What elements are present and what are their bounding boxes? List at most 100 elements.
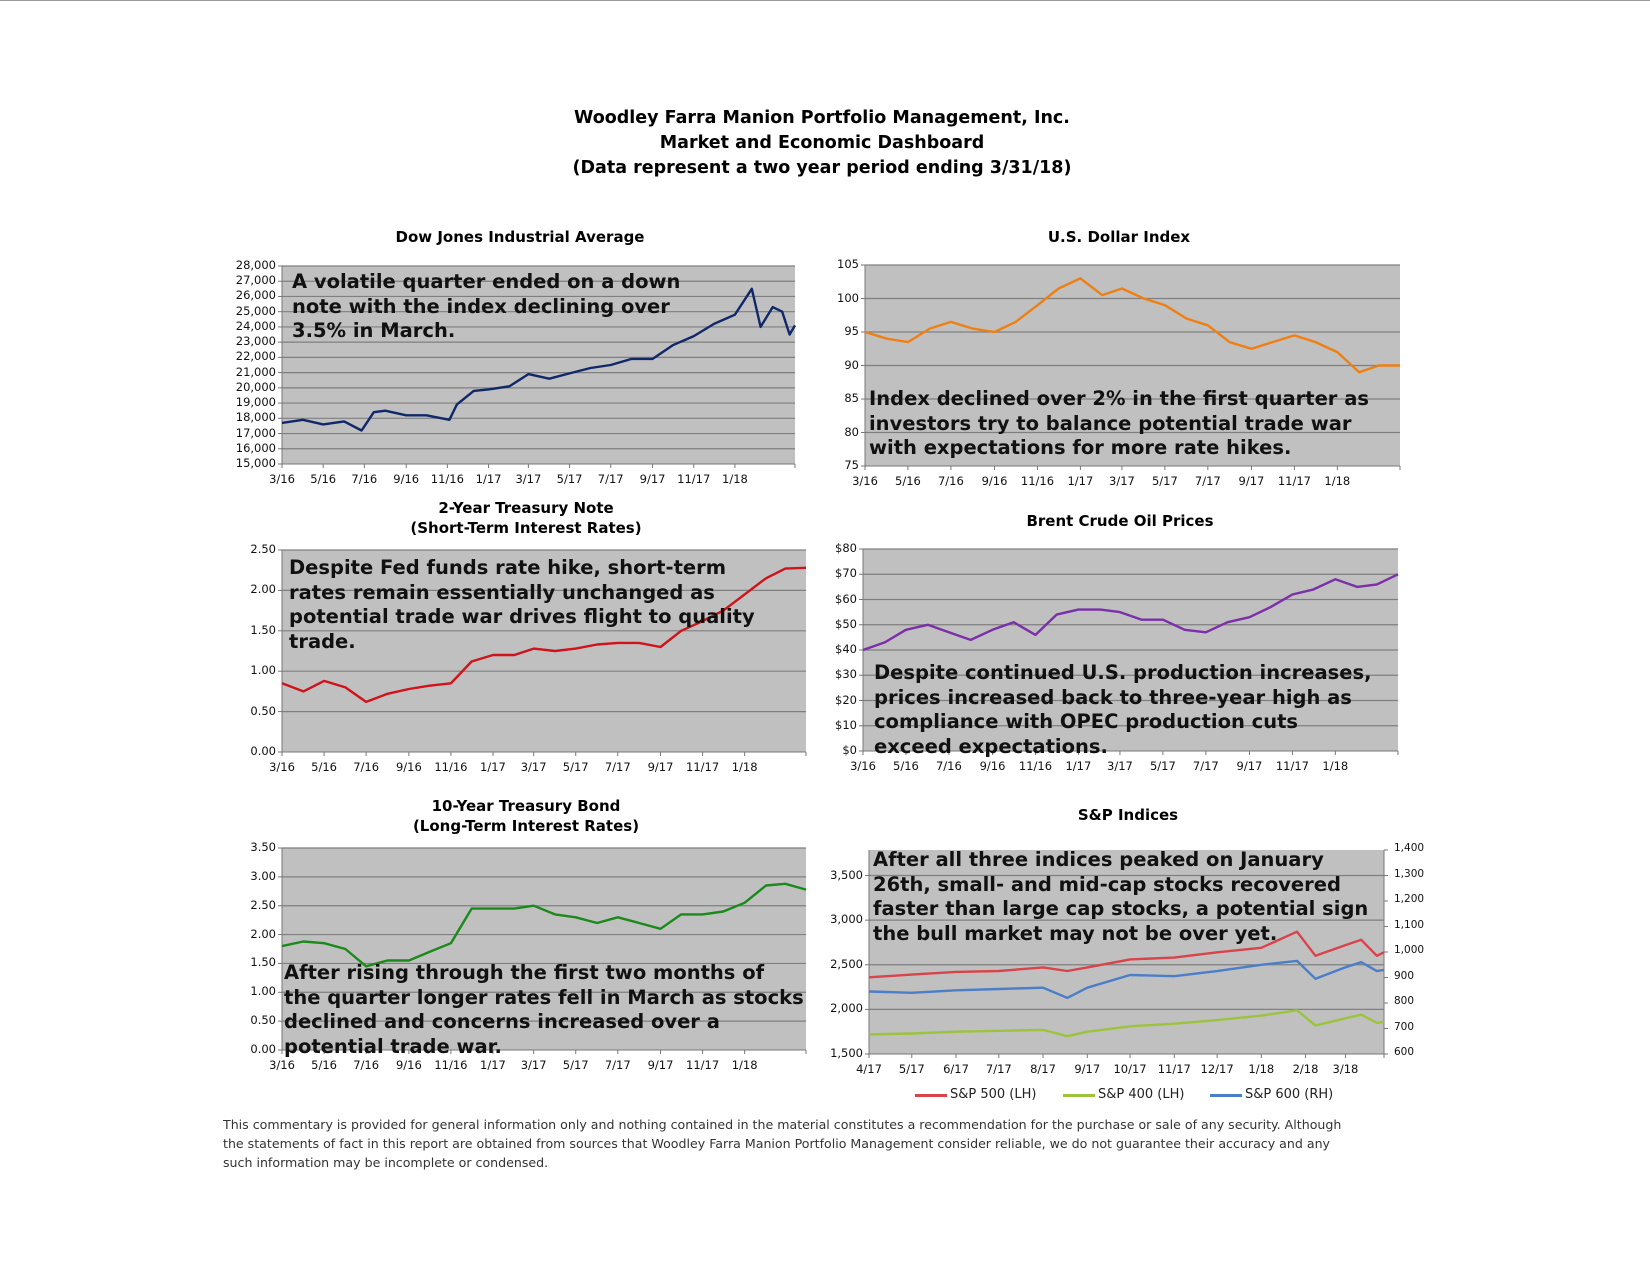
x-tick-label: 1/17 [475,472,502,486]
chart-annotation: potential trade war. [284,1034,502,1058]
y-tick-label: 1,500 [830,1046,863,1060]
y-tick-label: 1.00 [250,663,276,678]
y-tick-label: $70 [835,566,857,581]
y-tick-label: 3.50 [250,840,276,854]
brent-crude-chart [859,548,1399,755]
y-tick-label: 27,000 [235,273,276,288]
y-tick-label: $40 [835,642,857,656]
x-tick-label: 9/16 [393,472,420,486]
y2-tick-label: 1,000 [1394,944,1425,956]
x-tick-label: 5/17 [1149,759,1176,773]
chart-annotation: compliance with OPEC production cuts [874,710,1299,733]
x-tick-label: 11/17 [686,760,720,774]
chart-annotation: with expectations for more rate hikes. [869,436,1292,459]
chart-title: (Long-Term Interest Rates) [412,817,640,835]
y-tick-label: 20,000 [235,379,276,394]
y2-tick-label: 1,400 [1394,842,1425,854]
disclaimer-line-3: such information may be incomplete or co… [223,1155,549,1170]
x-tick-label: 3/17 [520,1058,547,1072]
chart-annotation: note with the index declining over [292,294,670,318]
chart-annotation: Index declined over 2% in the first quar… [869,387,1369,410]
chart-title: 10-Year Treasury Bond [431,797,621,815]
x-tick-label: 7/17 [597,472,624,486]
x-tick-label: 2/18 [1292,1062,1319,1076]
y-tick-label: $0 [842,743,857,757]
x-tick-label: 6/17 [943,1062,969,1076]
plot-area [282,266,795,464]
y2-tick-label: 600 [1394,1046,1415,1058]
plot-area [869,850,1384,1054]
x-tick-label: 3/17 [515,472,542,486]
y2-tick-label: 1,100 [1394,918,1425,931]
y-tick-label: $50 [835,616,857,631]
x-tick-label: 5/16 [311,760,337,774]
chart-title: 2-Year Treasury Note [438,499,614,517]
y-tick-label: 3.00 [250,868,276,883]
y2-tick-label: 700 [1394,1020,1415,1033]
y-tick-label: 1.00 [250,984,276,999]
y-tick-label: 0.50 [250,703,276,718]
x-tick-label: 1/17 [480,760,506,774]
x-tick-label: 9/17 [647,1058,674,1072]
y-tick-label: $80 [835,541,857,555]
series-line [864,277,1400,374]
y-tick-label: 18,000 [235,410,276,425]
x-tick-label: 3/16 [269,472,295,486]
y-tick-label: 17,000 [235,425,276,440]
x-tick-label: 3/18 [1332,1062,1359,1076]
ten-year-treasury-chart [278,847,807,1054]
y-tick-label: 28,000 [235,258,276,272]
x-tick-label: 11/16 [1018,759,1053,773]
series-line [281,566,807,704]
x-tick-label: 11/17 [1275,759,1309,773]
y-tick-label: 0.00 [250,1042,276,1056]
x-tick-label: 5/16 [310,472,337,486]
chart-annotation: prices increased back to three-year high… [874,685,1352,709]
x-tick-label: 3/17 [520,760,547,774]
y-tick-label: 100 [837,290,859,305]
chart-annotation: investors try to balance potential trade… [869,411,1352,435]
report-title: Woodley Farra Manion Portfolio Managemen… [574,108,1070,128]
x-tick-label: 7/16 [353,760,380,774]
x-tick-label: 5/17 [562,1058,589,1072]
x-tick-label: 9/16 [395,760,422,774]
x-tick-label: 11/16 [434,1058,468,1072]
report-subtitle: Market and Economic Dashboard [659,133,985,153]
x-tick-label: 1/18 [731,1058,758,1072]
plot-area [282,550,806,752]
x-tick-label: 11/17 [677,472,711,486]
chart-title: Brent Crude Oil Prices [1026,512,1214,530]
y-tick-label: 23,000 [235,334,276,349]
x-tick-label: 10/17 [1113,1062,1147,1076]
x-tick-label: 1/18 [731,760,758,774]
y-tick-label: 21,000 [235,364,276,379]
x-tick-label: 11/16 [1020,474,1055,488]
x-tick-label: 9/17 [647,760,674,774]
two-year-treasury-chart [278,549,807,756]
y-tick-label: 2,000 [830,1001,863,1016]
chart-annotation: rates remain essentially unchanged as [289,580,715,604]
x-tick-label: 4/17 [856,1062,882,1076]
chart-annotation: Despite continued U.S. production increa… [874,661,1372,684]
x-tick-label: 9/17 [1238,474,1265,488]
y-tick-label: 2,500 [830,956,863,971]
x-tick-label: 5/17 [898,1062,925,1076]
y-tick-label: 1.50 [250,622,276,637]
disclaimer-line-2: the statements of fact in this report ar… [223,1136,1331,1151]
x-tick-label: 7/16 [353,1058,380,1072]
x-tick-label: 1/17 [1067,474,1094,488]
sp-indices-chart [865,849,1388,1058]
y-tick-label: $30 [835,667,857,682]
y-tick-label: 0.00 [250,744,276,758]
y-tick-label: 2.00 [250,582,276,597]
x-tick-label: 7/16 [935,759,962,773]
y2-tick-label: 900 [1394,969,1415,982]
y-tick-label: 26,000 [235,288,276,303]
chart-annotation: A volatile quarter ended on a down [292,270,681,293]
x-tick-label: 1/18 [1248,1062,1275,1076]
y-tick-label: 1.50 [250,955,276,970]
y-tick-label: 22,000 [235,349,276,364]
x-tick-label: 7/16 [351,472,378,486]
x-tick-label: 5/16 [893,759,919,773]
